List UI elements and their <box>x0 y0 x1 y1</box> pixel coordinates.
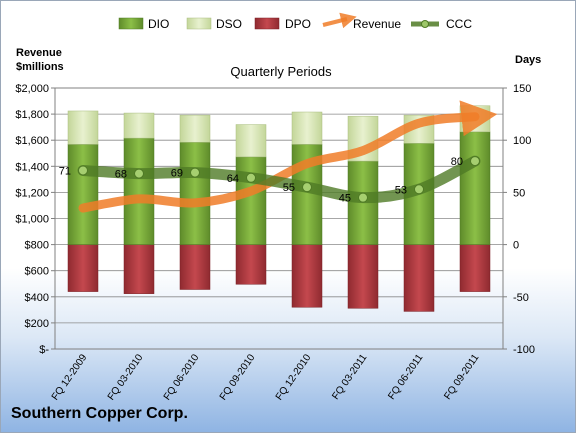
y-right-tick-label: 100 <box>513 135 531 147</box>
y-left-tick-label: $- <box>39 344 49 356</box>
bar-dio <box>235 156 267 245</box>
x-tick-label: FQ 09-2011 <box>442 352 481 401</box>
ccc-data-label: 53 <box>395 184 407 196</box>
bar-dpo <box>347 244 379 309</box>
chart-title: Quarterly Periods <box>230 64 332 79</box>
bar-dpo <box>179 244 211 290</box>
legend-swatch-dpo <box>254 17 280 30</box>
ccc-point <box>358 192 368 203</box>
ccc-point <box>78 165 88 176</box>
y-right-tick-label: -50 <box>513 292 529 304</box>
legend-label-dio: DIO <box>148 17 169 31</box>
y-left-label-line1: Revenue <box>16 47 62 59</box>
ccc-point <box>246 172 256 183</box>
y-right-tick-labels: -100 -50 0 50 100 150 <box>513 83 535 356</box>
y-right-tick-label: 50 <box>513 187 525 199</box>
legend-marker-ccc <box>421 20 429 28</box>
y-right-tick-label: 150 <box>513 83 531 95</box>
y-right-tick-label: -100 <box>513 344 535 356</box>
x-tick-label: FQ 06-2010 <box>162 352 202 401</box>
y-left-tick-labels: $- $200 $400 $600 $800 $1,000 $1,200 $1,400 $1,6… <box>15 83 49 356</box>
ccc-data-label: 68 <box>115 169 127 181</box>
bar-dpo <box>123 244 155 294</box>
ccc-data-label: 69 <box>171 168 183 180</box>
bar-dpo <box>67 244 99 292</box>
plot-area <box>54 87 504 350</box>
bar-dso <box>235 124 267 158</box>
ccc-data-label: 55 <box>283 182 295 194</box>
bar-dio <box>67 144 99 245</box>
bar-dso <box>67 110 99 145</box>
ccc-point <box>134 168 144 179</box>
y-left-tick-label: $200 <box>25 318 49 330</box>
x-tick-label: FQ 06-2011 <box>386 352 425 401</box>
x-tick-label: FQ 03-2011 <box>330 352 369 401</box>
y-left-tick-label: $1,400 <box>15 161 49 173</box>
legend: DIO DSO DPO Revenue CCC <box>118 12 472 31</box>
legend-label-revenue: Revenue <box>353 17 401 31</box>
y-left-label-line2: $millions <box>16 61 64 73</box>
y-left-tick-label: $800 <box>25 240 49 252</box>
legend-swatch-revenue <box>322 12 357 29</box>
bar-dio <box>123 137 155 245</box>
y-left-tick-label: $1,800 <box>15 109 49 121</box>
bar-dpo <box>403 244 435 312</box>
y-left-tick-label: $400 <box>25 292 49 304</box>
bar-dso <box>123 112 155 139</box>
bars <box>67 105 491 312</box>
bar-dso <box>179 114 211 143</box>
bar-dpo <box>459 244 491 292</box>
lines: 71 68 69 64 55 45 53 80 <box>59 100 498 213</box>
ccc-point <box>302 182 312 193</box>
legend-label-dso: DSO <box>216 17 242 31</box>
y-left-tick-label: $1,600 <box>15 135 49 147</box>
ccc-point <box>414 184 424 195</box>
ccc-data-label: 45 <box>339 193 351 205</box>
x-tick-label: FQ 03-2010 <box>106 352 146 401</box>
legend-label-dpo: DPO <box>285 17 311 31</box>
legend-swatch-dio <box>118 17 144 30</box>
y-left-tick-label: $1,200 <box>15 187 49 199</box>
bar-dpo <box>235 244 267 285</box>
x-tick-label: FQ 09-2010 <box>218 352 258 401</box>
legend-label-ccc: CCC <box>446 17 472 31</box>
ccc-point <box>470 156 480 167</box>
bar-dso <box>291 111 323 145</box>
chart-canvas: DIO DSO DPO Revenue CCC Revenue $million… <box>15 12 541 402</box>
y-left-tick-label: $600 <box>25 266 49 278</box>
y-left-tick-label: $1,000 <box>15 214 49 226</box>
ccc-point <box>190 167 200 178</box>
ccc-data-label: 64 <box>227 173 239 185</box>
bar-dio <box>459 131 491 245</box>
x-tick-label: FQ 12-2010 <box>274 352 314 401</box>
y-right-label: Days <box>515 54 541 66</box>
bar-dio <box>179 142 211 245</box>
ccc-data-label: 71 <box>59 165 71 177</box>
x-tick-label: FQ 12-2009 <box>50 352 90 401</box>
ccc-data-label: 80 <box>451 156 463 168</box>
y-right-tick-label: 0 <box>513 240 519 252</box>
x-tick-labels: FQ 12-2009 FQ 03-2010 FQ 06-2010 FQ 09-2010… <box>50 352 482 402</box>
company-name: Southern Copper Corp. <box>11 405 188 422</box>
legend-swatch-dso <box>186 17 212 30</box>
y-left-tick-label: $2,000 <box>15 83 49 95</box>
gridlines <box>51 87 507 350</box>
bar-dpo <box>291 244 323 308</box>
